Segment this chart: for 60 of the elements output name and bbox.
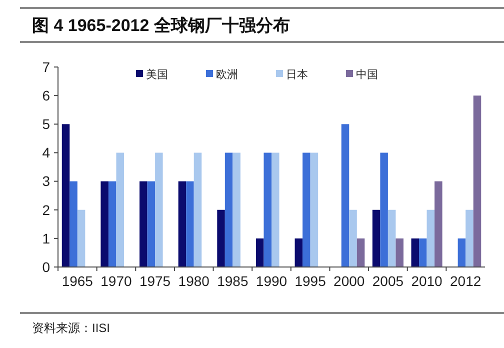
x-tick-label: 1975 bbox=[139, 273, 171, 289]
y-tick-label: 7 bbox=[42, 58, 50, 75]
bar bbox=[388, 210, 396, 267]
y-tick-label: 5 bbox=[42, 116, 50, 132]
bar bbox=[434, 181, 442, 267]
bar bbox=[186, 181, 194, 267]
bar bbox=[426, 210, 435, 267]
legend-label: 美国 bbox=[146, 68, 168, 81]
bar bbox=[116, 152, 124, 267]
x-tick-label: 1995 bbox=[294, 273, 326, 289]
bar bbox=[473, 96, 482, 267]
text: 资料来源：IISI bbox=[32, 321, 110, 335]
x-tick-label: 2000 bbox=[334, 273, 365, 289]
bar bbox=[341, 124, 350, 267]
x-tick-label: 2012 bbox=[450, 273, 482, 289]
y-tick-label: 0 bbox=[42, 258, 50, 275]
legend-label: 日本 bbox=[286, 68, 308, 81]
bar bbox=[264, 152, 272, 267]
bar bbox=[140, 181, 148, 267]
bar bbox=[256, 238, 264, 267]
x-tick-label: 1985 bbox=[217, 273, 248, 289]
bar bbox=[232, 152, 240, 267]
bar bbox=[224, 152, 233, 267]
legend-label: 中国 bbox=[356, 68, 378, 81]
bar bbox=[178, 181, 186, 267]
bar bbox=[70, 181, 78, 267]
y-tick-label: 6 bbox=[42, 87, 50, 104]
bar bbox=[372, 210, 380, 267]
bar bbox=[356, 238, 365, 267]
bar bbox=[396, 238, 404, 267]
x-tick-label: 2005 bbox=[372, 273, 404, 289]
bar bbox=[194, 152, 202, 267]
y-tick-label: 2 bbox=[42, 202, 50, 218]
bar bbox=[302, 152, 310, 267]
x-tick-label: 1965 bbox=[62, 273, 94, 289]
bar bbox=[458, 238, 466, 267]
chart-title: 图 4 1965-2012 全球钢厂十强分布 bbox=[32, 16, 290, 35]
x-tick-label: 1990 bbox=[256, 273, 288, 289]
bar bbox=[155, 152, 163, 267]
bar bbox=[62, 124, 70, 267]
bar bbox=[411, 238, 420, 267]
x-tick-label: 1980 bbox=[178, 273, 210, 289]
x-tick-label: 1970 bbox=[100, 273, 132, 289]
bar bbox=[310, 152, 318, 267]
legend-label: 欧洲 bbox=[216, 68, 238, 81]
bar bbox=[100, 181, 108, 267]
bar bbox=[294, 238, 303, 267]
bar bbox=[108, 181, 116, 267]
bar bbox=[349, 210, 357, 267]
bar bbox=[272, 152, 280, 267]
bar bbox=[466, 210, 474, 267]
bar bbox=[380, 152, 388, 267]
bar bbox=[419, 238, 427, 267]
bar bbox=[217, 210, 225, 267]
y-tick-label: 3 bbox=[42, 173, 50, 190]
y-tick-label: 4 bbox=[42, 144, 50, 161]
bar bbox=[147, 181, 156, 267]
bar bbox=[77, 210, 86, 267]
y-tick-label: 1 bbox=[42, 230, 50, 246]
x-tick-label: 2010 bbox=[411, 273, 443, 289]
